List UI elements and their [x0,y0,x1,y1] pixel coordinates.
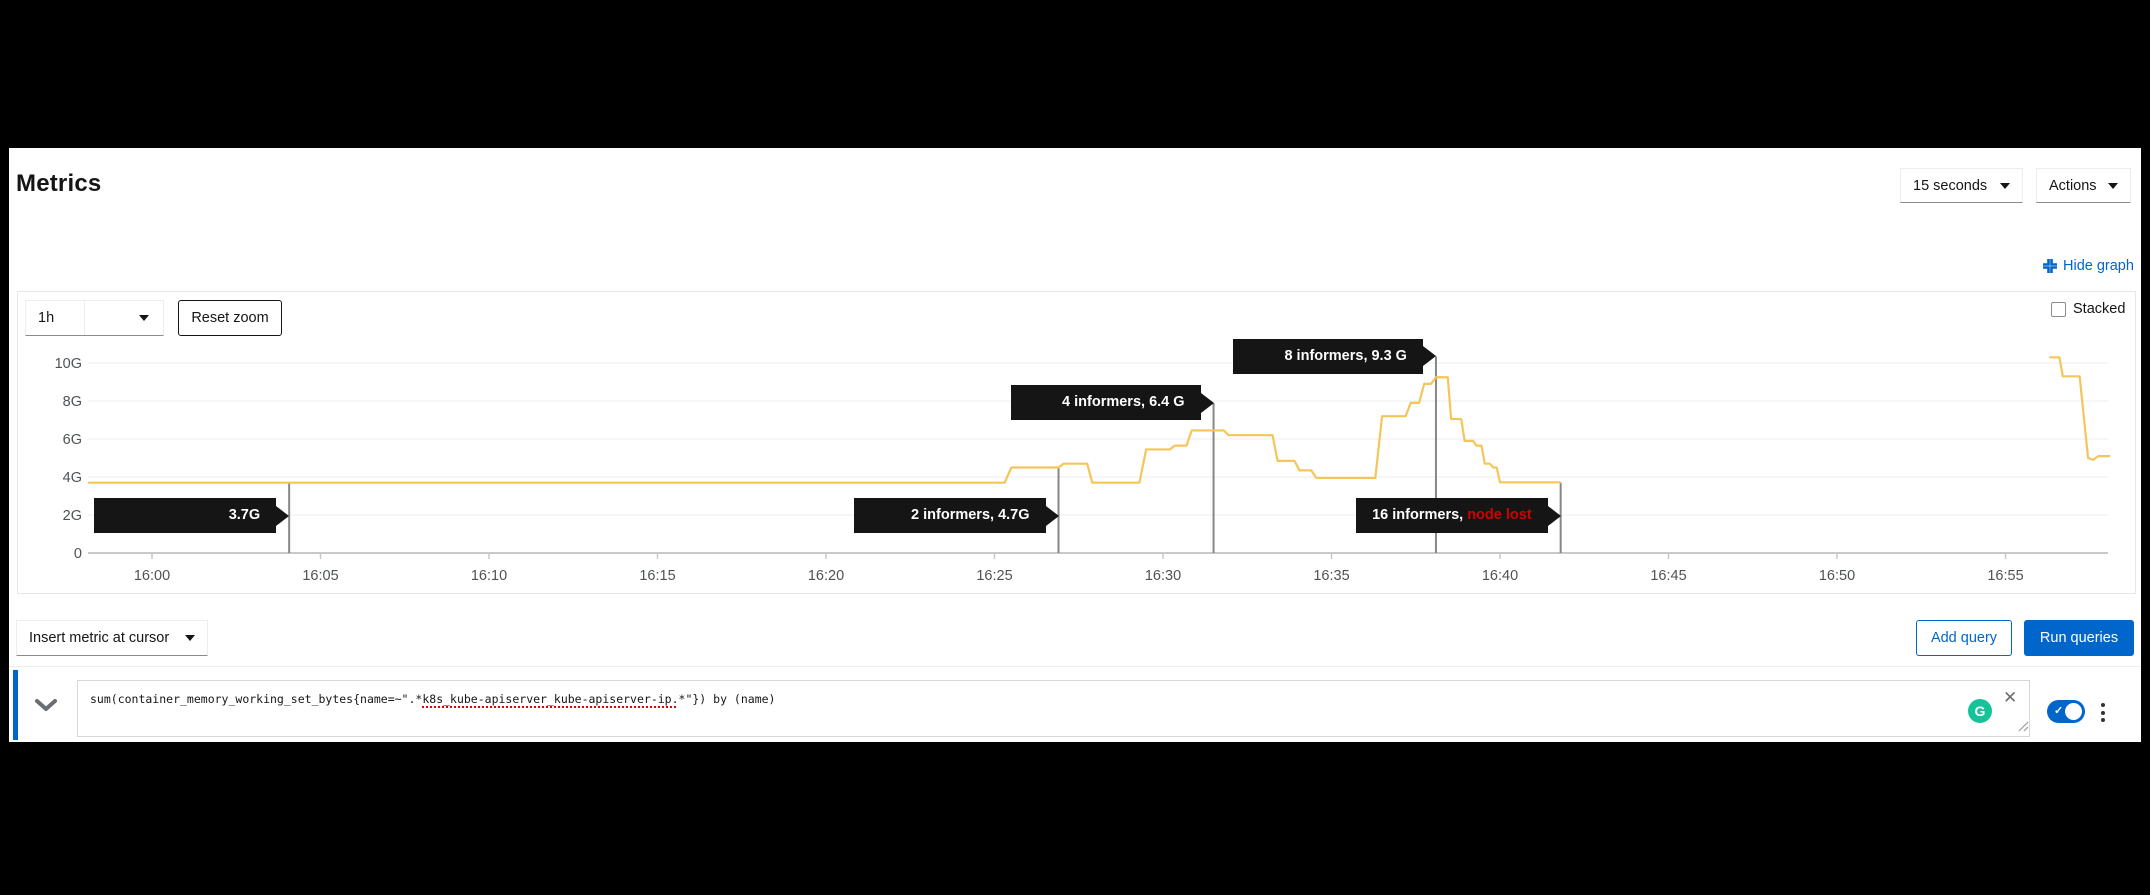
caret-down-icon [2000,182,2010,189]
expand-row-chevron-icon[interactable] [33,694,59,716]
caret-down-icon [2108,182,2118,189]
compress-icon [2043,259,2057,273]
timespan-value: 1h [38,310,55,326]
insert-metric-select[interactable]: Insert metric at cursor [16,620,208,656]
section-divider [9,666,2141,667]
textarea-resize-handle[interactable] [2016,719,2029,732]
delete-query-icon[interactable]: ✕ [2003,688,2018,707]
insert-metric-label: Insert metric at cursor [29,630,170,646]
stacked-label: Stacked [2073,301,2126,317]
promql-query-input[interactable]: sum(container_memory_working_set_bytes{n… [77,680,2030,737]
stacked-checkbox[interactable] [2051,301,2066,317]
reset-zoom-button[interactable]: Reset zoom [178,300,282,336]
timespan-select[interactable]: 1h [25,300,164,336]
actions-menu-button[interactable]: Actions [2036,168,2131,203]
hide-graph-label: Hide graph [2063,258,2134,274]
chart-callout: 2 informers, 4.7G [853,498,1059,534]
query-text: sum(container_memory_working_set_bytes{n… [90,692,423,706]
chart-callout: 3.7G [94,498,290,534]
stacked-control: Stacked [2051,301,2125,317]
check-icon: ✓ [2054,705,2064,717]
chart-callout: 8 informers, 9.3 G [1232,338,1436,374]
query-text: *"}) by (name) [678,692,776,706]
actions-menu-label: Actions [2049,177,2097,194]
query-row-accent-bar [13,670,18,740]
refresh-interval-select[interactable]: 15 seconds [1900,168,2023,203]
run-queries-button[interactable]: Run queries [2024,620,2134,656]
page-title: Metrics [16,170,102,197]
caret-down-icon [138,315,149,321]
refresh-interval-value: 15 seconds [1913,177,1988,194]
toggle-knob [2065,703,2082,720]
chart-callout: 16 informers, node lost [1355,498,1561,534]
hide-graph-link[interactable]: Hide graph [2043,258,2134,274]
caret-down-icon [185,635,195,641]
grammarly-icon[interactable]: G [1968,699,1992,723]
add-query-button[interactable]: Add query [1916,620,2012,656]
query-text-misspelled: k8s_kube-apiserver_kube-apiserver-ip. [422,692,679,706]
select-divider [84,301,86,335]
chart-callout: 4 informers, 6.4 G [1010,385,1214,421]
kebab-menu-icon[interactable] [2099,701,2107,724]
enable-query-toggle[interactable]: ✓ [2047,700,2085,723]
graph-panel [17,291,2136,594]
